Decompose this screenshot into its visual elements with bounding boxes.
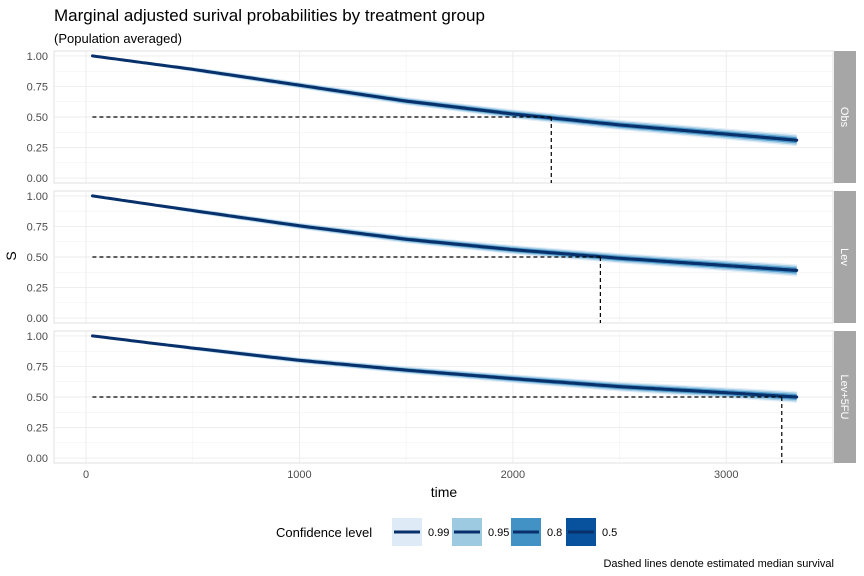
legend-label: 0.95 (488, 527, 509, 539)
legend: Confidence level 0.99 0.95 0.8 0.5 (276, 518, 617, 546)
y-tick-label: 1.00 (27, 331, 48, 343)
y-tick-label: 0.00 (27, 173, 48, 185)
legend-item-0-5: 0.5 (566, 518, 617, 546)
y-tick-label: 0.75 (27, 81, 48, 93)
y-tick-label: 0.50 (27, 112, 48, 124)
survival-curve (90, 194, 799, 272)
facet-strip-label: Lev (838, 248, 850, 266)
legend-item-0-8: 0.8 (511, 518, 562, 546)
x-axis: 0 1000 2000 3000 (83, 469, 739, 481)
facet-strip (834, 191, 856, 323)
x-tick-label: 0 (83, 469, 89, 481)
survival-curve (90, 334, 799, 399)
y-tick-label: 1.00 (27, 51, 48, 63)
legend-title: Confidence level (276, 525, 372, 540)
chart-subtitle: (Population averaged) (54, 31, 182, 46)
y-tick-label: 0.25 (27, 423, 48, 435)
chart-title: Marginal adjusted surival probabilities … (54, 6, 485, 25)
legend-item-0-95: 0.95 (452, 518, 509, 546)
facet-panels: 0.00 0.25 0.50 0.75 1.00 Obs 0.00 0.25 0.50 0.75 1… (27, 50, 856, 465)
y-axis-title: S (3, 251, 19, 260)
y-tick-label: 0.25 (27, 283, 48, 295)
facet-strip (834, 331, 856, 463)
facet-strip (834, 51, 856, 183)
facet-strip-label: Obs (838, 107, 850, 128)
y-tick-label: 0.75 (27, 221, 48, 233)
y-tick-label: 0.75 (27, 361, 48, 373)
legend-item-0-99: 0.99 (392, 518, 449, 546)
x-axis-title: time (431, 484, 458, 500)
x-tick-label: 1000 (287, 469, 311, 481)
legend-label: 0.5 (602, 527, 617, 539)
y-tick-label: 0.50 (27, 392, 48, 404)
legend-label: 0.99 (428, 527, 449, 539)
y-tick-label: 0.50 (27, 252, 48, 264)
y-tick-label: 0.00 (27, 313, 48, 325)
facet-strip-label: Lev+5FU (838, 375, 850, 420)
facet-panel-lev-5fu: 0.00 0.25 0.50 0.75 1.00 Lev+5FU (27, 330, 856, 465)
y-tick-label: 0.00 (27, 453, 48, 465)
x-tick-label: 3000 (714, 469, 738, 481)
x-tick-label: 2000 (501, 469, 525, 481)
survival-curve (90, 54, 799, 142)
confidence-band-0-95 (92, 195, 797, 276)
y-tick-label: 0.25 (27, 143, 48, 155)
chart-caption: Dashed lines denote estimated median sur… (603, 558, 834, 570)
y-tick-label: 1.00 (27, 191, 48, 203)
legend-label: 0.8 (547, 527, 562, 539)
facet-panel-obs: 0.00 0.25 0.50 0.75 1.00 Obs (27, 50, 856, 185)
facet-panel-lev: 0.00 0.25 0.50 0.75 1.00 Lev (27, 190, 856, 325)
